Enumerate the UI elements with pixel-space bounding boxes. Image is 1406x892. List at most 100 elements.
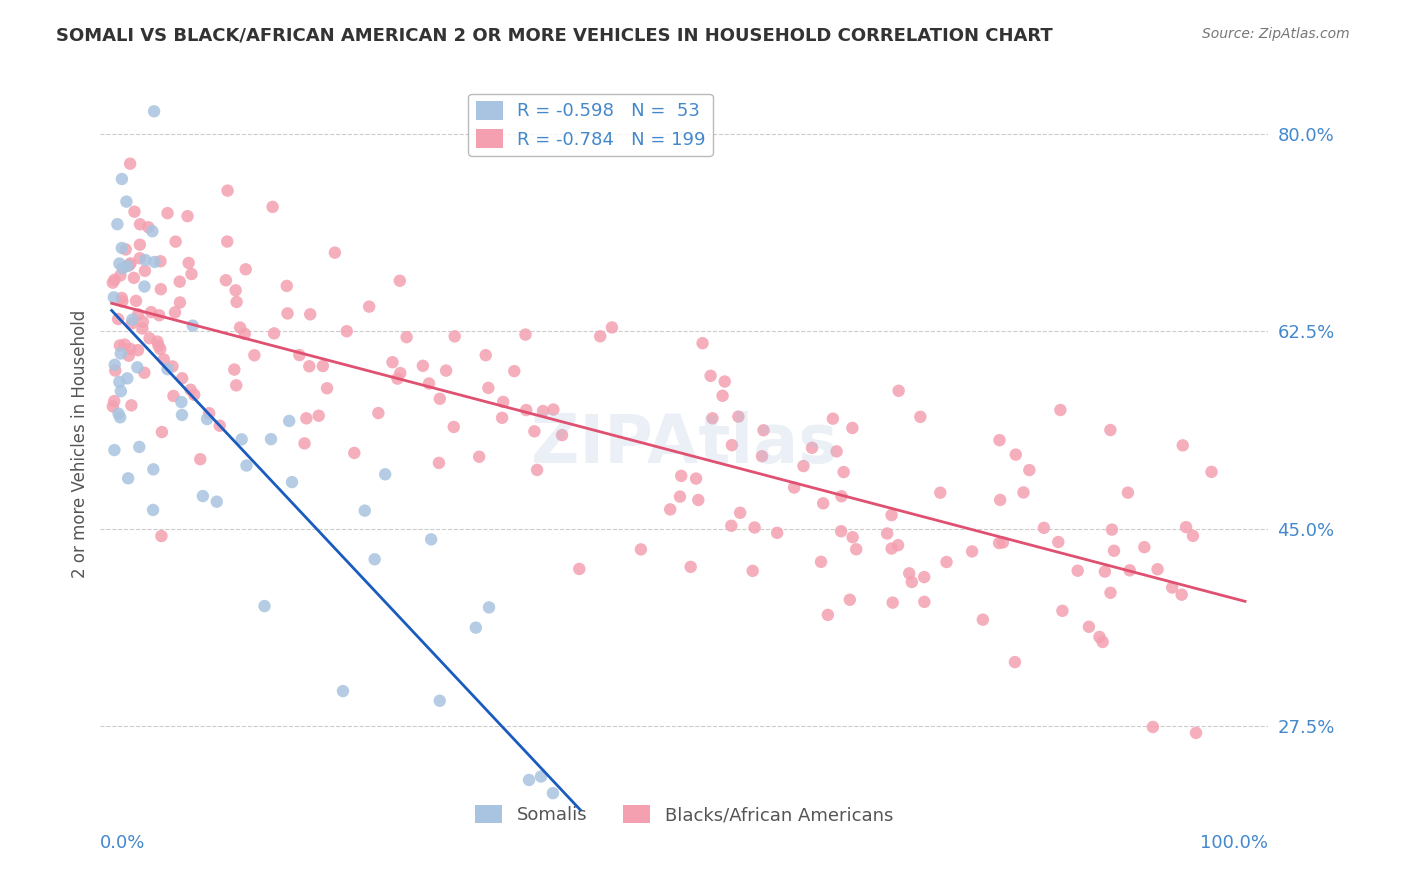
Point <box>281 475 304 489</box>
Point <box>118 258 141 272</box>
Point <box>108 256 131 270</box>
Point <box>1032 521 1054 535</box>
Point <box>288 348 311 362</box>
Point <box>429 392 451 406</box>
Point <box>101 400 124 414</box>
Point <box>107 407 129 421</box>
Point <box>741 564 763 578</box>
Point <box>260 432 283 446</box>
Point <box>530 770 553 784</box>
Point <box>1146 562 1168 576</box>
Point <box>120 342 142 356</box>
Point <box>225 294 247 309</box>
Point <box>132 315 155 329</box>
Point <box>713 375 735 389</box>
Point <box>1099 423 1122 437</box>
Point <box>491 410 513 425</box>
Point <box>229 320 252 334</box>
Point <box>233 326 256 341</box>
Point <box>395 330 418 344</box>
Point <box>127 360 149 375</box>
Point <box>783 481 806 495</box>
Point <box>801 441 824 455</box>
Point <box>163 305 186 319</box>
Point <box>298 359 321 374</box>
Point <box>149 254 172 268</box>
Point <box>114 337 136 351</box>
Point <box>679 559 702 574</box>
Point <box>669 490 692 504</box>
Point <box>1094 565 1116 579</box>
Point <box>498 827 520 841</box>
Point <box>752 423 775 437</box>
Point <box>831 489 853 503</box>
Point <box>721 438 744 452</box>
Point <box>1161 581 1184 595</box>
Point <box>600 320 623 334</box>
Point <box>146 334 169 349</box>
Point <box>150 425 173 439</box>
Point <box>118 349 141 363</box>
Point <box>110 346 132 360</box>
Point <box>1185 726 1208 740</box>
Point <box>568 562 591 576</box>
Point <box>224 362 246 376</box>
Point <box>912 595 935 609</box>
Point <box>294 436 316 450</box>
Point <box>988 492 1011 507</box>
Point <box>143 104 166 119</box>
Point <box>172 371 194 385</box>
Point <box>103 290 125 304</box>
Point <box>169 275 191 289</box>
Point <box>121 312 143 326</box>
Point <box>830 524 852 539</box>
Point <box>316 381 339 395</box>
Point <box>1118 563 1140 577</box>
Point <box>105 217 128 231</box>
Point <box>1101 523 1123 537</box>
Point <box>503 364 526 378</box>
Point <box>388 274 411 288</box>
Point <box>1049 403 1071 417</box>
Point <box>177 256 200 270</box>
Point <box>104 363 127 377</box>
Point <box>880 508 903 522</box>
Point <box>427 456 450 470</box>
Point <box>1004 448 1026 462</box>
Point <box>838 592 860 607</box>
Point <box>148 308 170 322</box>
Point <box>299 307 322 321</box>
Point <box>134 253 156 268</box>
Point <box>108 375 131 389</box>
Point <box>208 418 231 433</box>
Point <box>887 538 910 552</box>
Point <box>766 525 789 540</box>
Point <box>429 694 451 708</box>
Point <box>111 261 134 276</box>
Point <box>231 433 253 447</box>
Point <box>142 503 165 517</box>
Point <box>443 329 465 343</box>
Point <box>515 403 537 417</box>
Point <box>1018 463 1040 477</box>
Point <box>929 485 952 500</box>
Point <box>108 338 131 352</box>
Point <box>882 596 904 610</box>
Point <box>1133 540 1156 554</box>
Point <box>751 449 773 463</box>
Point <box>699 368 721 383</box>
Point <box>332 684 354 698</box>
Point <box>374 467 396 482</box>
Point <box>120 256 142 270</box>
Text: 0.0%: 0.0% <box>100 834 146 852</box>
Point <box>412 359 434 373</box>
Point <box>278 414 301 428</box>
Point <box>792 458 814 473</box>
Point <box>688 493 710 508</box>
Point <box>129 217 152 231</box>
Point <box>810 555 832 569</box>
Point <box>170 395 193 409</box>
Point <box>107 312 129 326</box>
Point <box>149 342 172 356</box>
Point <box>841 421 863 435</box>
